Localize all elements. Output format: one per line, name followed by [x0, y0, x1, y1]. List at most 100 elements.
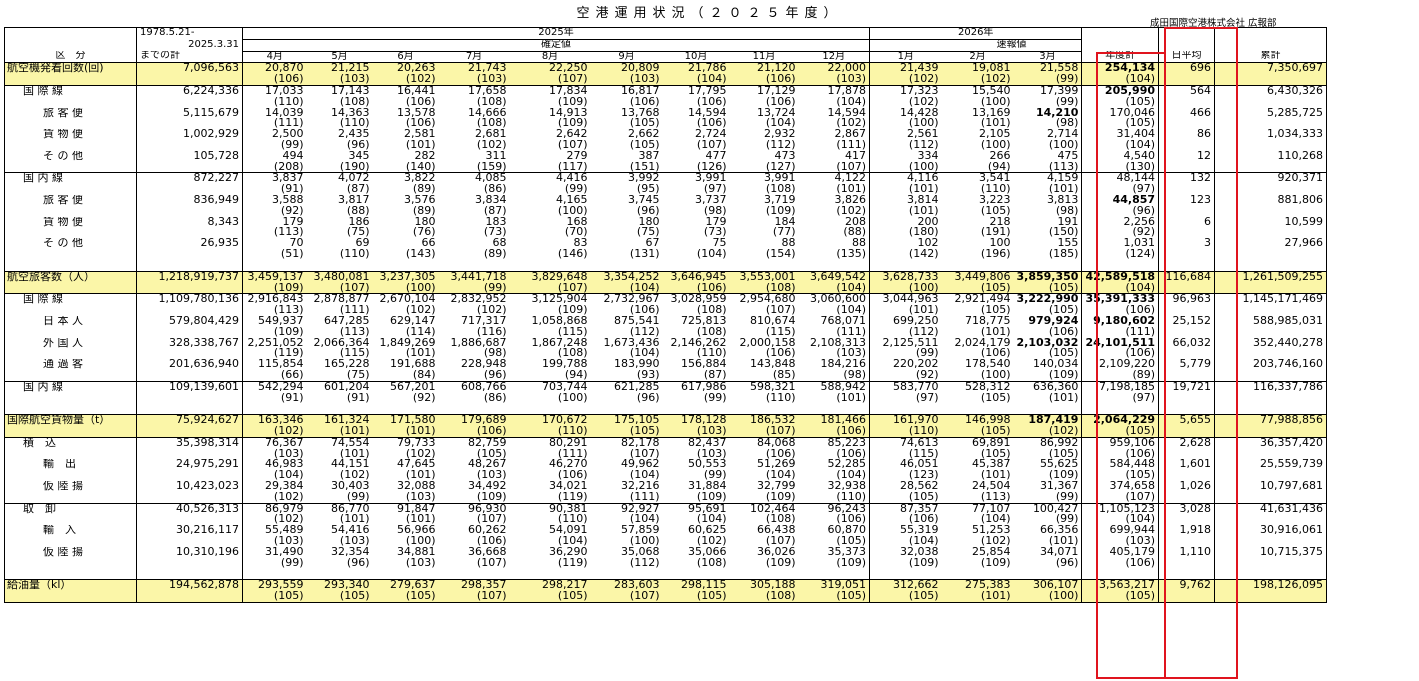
month-ratio: (105): [798, 591, 870, 604]
month-ratio: (102): [696, 536, 727, 547]
month-ratio: (104): [836, 305, 866, 316]
row-label: 旅 客 便: [4, 107, 137, 119]
month-value: 68: [492, 238, 507, 249]
month-value: 4,116: [869, 172, 942, 185]
month-value: 186,532: [729, 414, 799, 427]
fiscal-total-ratio: (104): [1081, 139, 1159, 151]
month-ratio: (110): [339, 118, 370, 130]
section-gap: [4, 568, 1328, 580]
row-label-spacer: [4, 448, 137, 460]
month-ratio: (107): [590, 591, 663, 604]
month-value: 621,285: [590, 380, 663, 393]
month-value: 55,319: [869, 525, 942, 537]
month-ratio: (101): [980, 118, 1011, 130]
cumulative-spacer: [136, 348, 243, 360]
cumulative-spacer: [136, 96, 243, 108]
daily-average-spacer: [1158, 139, 1215, 151]
month-header: 4月: [242, 51, 307, 64]
table-row: 輸 入 30,216,117 55,489 54,416 56,966 60,262 54,…: [4, 525, 1328, 537]
month-ratio: (102): [980, 536, 1011, 547]
month-ratio: (112): [629, 557, 660, 569]
row-label: 貨 物 便: [4, 216, 137, 228]
month-ratio: (106): [765, 96, 796, 108]
month-value: 3,649,542: [798, 270, 870, 283]
month-value: 2,878,877: [306, 293, 373, 306]
month-ratio: (103): [273, 536, 304, 547]
month-value: 473: [774, 150, 796, 162]
daily-average-spacer: [1158, 96, 1215, 108]
month-value: 15,540: [941, 84, 1014, 97]
month-ratio: (104): [798, 282, 870, 294]
daily-average-value: 25,152: [1158, 315, 1215, 327]
month-ratio: (105): [980, 205, 1011, 217]
daily-average-value: 132: [1158, 172, 1215, 185]
month-value: 3,576: [404, 194, 436, 206]
gap-cell: [1158, 259, 1215, 272]
fiscal-total-ratio: (130): [1081, 161, 1159, 173]
month-value: 2,832,952: [438, 293, 510, 306]
daily-average-value: 6: [1158, 216, 1215, 228]
gap-cell: [243, 403, 307, 415]
month-value: 3,992: [590, 172, 663, 185]
month-header: 3月: [1013, 51, 1082, 64]
month-value: 13,169: [972, 107, 1011, 119]
month-ratio: (108): [765, 184, 796, 195]
daily-average-value: 19,721: [1158, 380, 1215, 393]
month-ratio: (105): [1048, 348, 1079, 360]
month-value: 17,834: [509, 84, 591, 97]
cumulative-total-value: 25,559,739: [1214, 459, 1328, 471]
cumulative-total-spacer: [1214, 426, 1328, 438]
daily-average-spacer: [1158, 248, 1215, 260]
month-ratio: (91): [280, 184, 304, 195]
gap-cell: [663, 403, 730, 415]
month-value: 30,403: [331, 481, 370, 492]
month-value: 275,383: [941, 579, 1014, 592]
month-value: 3,354,252: [590, 270, 663, 283]
cumulative-value: 10,310,196: [136, 546, 243, 558]
month-value: 175,105: [590, 414, 663, 427]
row-label: 仮 陸 揚: [4, 481, 137, 492]
daily-average-spacer: [1158, 118, 1215, 130]
table-row-ratio: (111) (110) (106) (108) (109) (105) (106) (104)…: [4, 118, 1328, 130]
month-value: 2,714: [1046, 129, 1079, 140]
month-value: 311: [485, 150, 507, 162]
month-ratio: (101): [1048, 184, 1079, 195]
daily-average-value: 9,762: [1158, 579, 1215, 592]
month-ratio: (107): [765, 305, 796, 316]
month-ratio: (111): [339, 305, 370, 316]
daily-average-spacer: [1158, 392, 1215, 404]
table-row-ratio: (91) (87) (89) (86) (99) (95) (97) (108) (101) (1…: [4, 184, 1328, 195]
month-ratio: (88): [346, 205, 370, 217]
month-ratio: (103): [696, 448, 727, 460]
month-value: 494: [282, 150, 304, 162]
month-ratio: (119): [557, 557, 588, 569]
month-value: 46,983: [265, 459, 304, 471]
fiscal-total-value: 254,134: [1081, 62, 1159, 75]
month-ratio: (105): [1048, 448, 1079, 460]
month-ratio: (102): [242, 426, 307, 438]
month-value: 84,068: [729, 436, 799, 449]
cumulative-value: 872,227: [136, 172, 243, 185]
month-ratio: (96): [636, 205, 660, 217]
month-value: 92,927: [590, 502, 663, 515]
month-value: 14,363: [331, 107, 370, 119]
fiscal-total-value: 24,101,511: [1081, 337, 1159, 349]
month-ratio: (113): [980, 491, 1011, 503]
row-label: 旅 客 便: [4, 194, 137, 206]
month-value: 51,269: [757, 459, 796, 471]
gap-cell: [1081, 568, 1159, 580]
month-value: 161,970: [869, 414, 942, 427]
month-value: 3,859,350: [1013, 270, 1082, 283]
month-ratio: (103): [476, 470, 507, 482]
month-value: 17,033: [242, 84, 307, 97]
month-value: 156,884: [681, 359, 727, 370]
fiscal-total-ratio: (106): [1081, 557, 1159, 569]
cumulative-total-spacer: [1214, 248, 1328, 260]
cumulative-total-value: 116,337,786: [1214, 380, 1328, 393]
month-ratio: (105): [509, 591, 591, 604]
month-value: 75: [712, 238, 727, 249]
gap-cell: [4, 568, 137, 580]
month-ratio: (87): [346, 184, 370, 195]
month-value: 3,459,137: [242, 270, 307, 283]
month-value: 34,492: [468, 481, 507, 492]
